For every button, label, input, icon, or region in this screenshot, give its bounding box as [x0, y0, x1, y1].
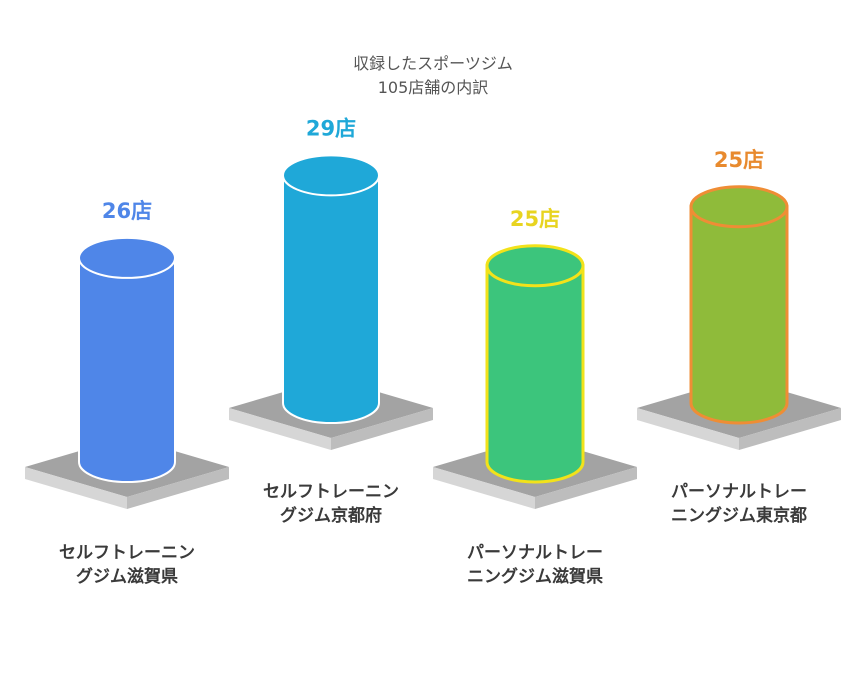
- cylinder-top: [282, 154, 380, 197]
- cylinder-body: [689, 205, 789, 425]
- cylinder-body: [282, 174, 380, 424]
- cylinder-body: [485, 264, 585, 484]
- category-label: セルフトレーニン: [59, 543, 195, 563]
- cylinder-top: [689, 185, 789, 229]
- platform-side-left: [229, 408, 331, 450]
- cylinder-top: [485, 244, 585, 288]
- category-label: パーソナルトレー: [671, 482, 807, 502]
- platform-side-left: [637, 408, 739, 450]
- category-label: ニングジム滋賀県: [467, 566, 603, 587]
- platform-side-left: [433, 467, 535, 509]
- category-label: ニングジム東京都: [671, 505, 807, 526]
- value-label: 25店: [510, 207, 560, 231]
- value-label: 25店: [714, 148, 764, 172]
- cylinder-top: [78, 236, 176, 279]
- chart-title-line-2: 105店舗の内訳: [378, 78, 489, 97]
- category-label: グジム京都府: [280, 505, 382, 526]
- value-label: 26店: [102, 199, 152, 223]
- category-label: パーソナルトレー: [467, 543, 603, 563]
- platform-side-right: [331, 408, 433, 450]
- category-label: セルフトレーニン: [263, 482, 399, 502]
- platform-side-right: [739, 408, 841, 450]
- cylinder-body: [78, 256, 176, 483]
- value-label: 29店: [306, 116, 356, 140]
- platform-side-right: [535, 467, 637, 509]
- platform-side-left: [25, 467, 127, 509]
- category-label: グジム滋賀県: [76, 566, 178, 587]
- chart-title-line-1: 収録したスポーツジム: [353, 54, 513, 73]
- platform-side-right: [127, 467, 229, 509]
